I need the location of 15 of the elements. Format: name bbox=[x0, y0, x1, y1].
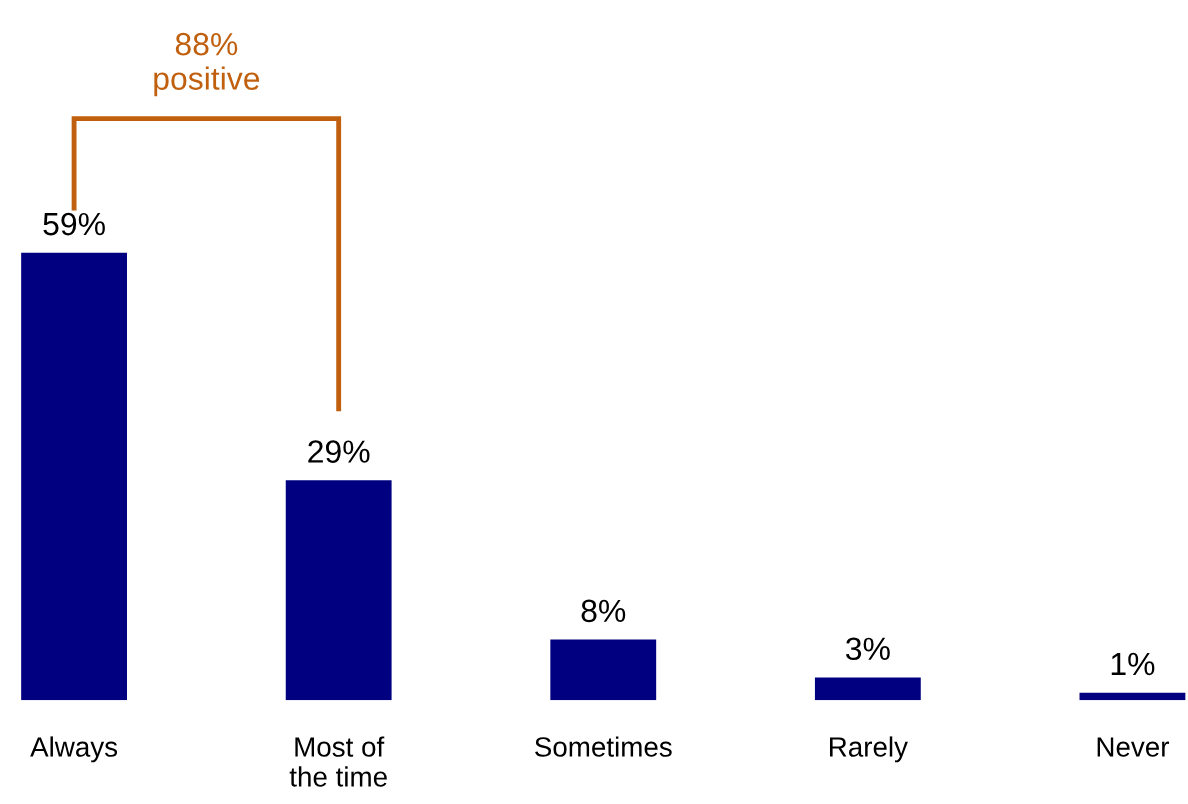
data-label: 59% bbox=[43, 212, 105, 236]
x-tick-label: Most of the time bbox=[289, 736, 387, 787]
x-tick-label: Always bbox=[30, 736, 118, 763]
bar bbox=[285, 480, 392, 701]
data-label: 3% bbox=[845, 637, 890, 661]
x-tick-label: Rarely bbox=[829, 736, 908, 763]
data-label: 8% bbox=[581, 599, 626, 623]
bar bbox=[814, 677, 921, 701]
text: 88% positive bbox=[154, 32, 260, 97]
data-label: 29% bbox=[308, 440, 370, 463]
x-tick-label: Never bbox=[1097, 737, 1170, 757]
data-label: 1% bbox=[1111, 652, 1155, 676]
x-tick-label: Sometimes bbox=[535, 736, 672, 757]
bar bbox=[1079, 692, 1186, 701]
bar bbox=[550, 639, 657, 701]
